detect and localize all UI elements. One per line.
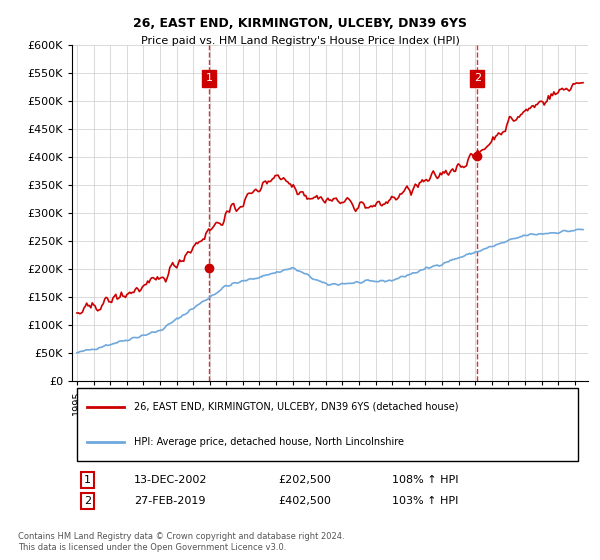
Text: 2: 2 xyxy=(84,496,91,506)
Text: 1: 1 xyxy=(206,73,212,83)
Text: 103% ↑ HPI: 103% ↑ HPI xyxy=(392,496,458,506)
Text: Price paid vs. HM Land Registry's House Price Index (HPI): Price paid vs. HM Land Registry's House … xyxy=(140,36,460,46)
FancyBboxPatch shape xyxy=(77,388,578,461)
Text: HPI: Average price, detached house, North Lincolnshire: HPI: Average price, detached house, Nort… xyxy=(134,437,404,447)
Text: Contains HM Land Registry data © Crown copyright and database right 2024.
This d: Contains HM Land Registry data © Crown c… xyxy=(18,532,344,552)
Text: 13-DEC-2002: 13-DEC-2002 xyxy=(134,475,208,485)
Text: 27-FEB-2019: 27-FEB-2019 xyxy=(134,496,205,506)
Text: £402,500: £402,500 xyxy=(278,496,331,506)
Text: 2: 2 xyxy=(473,73,481,83)
Text: 1: 1 xyxy=(84,475,91,485)
Text: 108% ↑ HPI: 108% ↑ HPI xyxy=(392,475,458,485)
Text: £202,500: £202,500 xyxy=(278,475,331,485)
Text: 26, EAST END, KIRMINGTON, ULCEBY, DN39 6YS: 26, EAST END, KIRMINGTON, ULCEBY, DN39 6… xyxy=(133,17,467,30)
Text: 26, EAST END, KIRMINGTON, ULCEBY, DN39 6YS (detached house): 26, EAST END, KIRMINGTON, ULCEBY, DN39 6… xyxy=(134,402,458,412)
